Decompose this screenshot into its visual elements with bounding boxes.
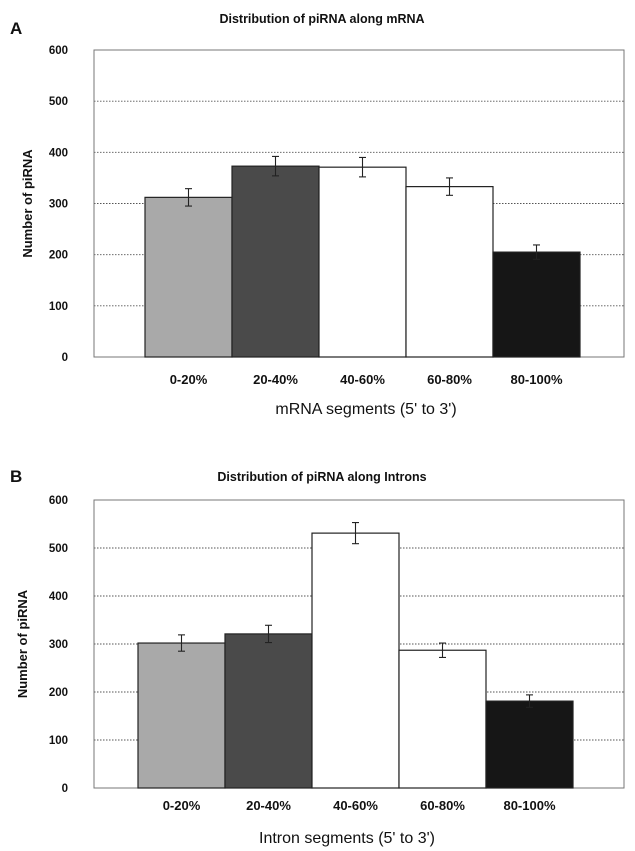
chart-panel-a: A Distribution of piRNA along mRNA 0 100 200… xyxy=(10,12,624,418)
y-tick-label: 200 xyxy=(49,687,68,699)
y-axis-label: Number of piRNA xyxy=(15,589,30,698)
y-tick-label: 200 xyxy=(49,250,68,262)
y-tick-label: 0 xyxy=(62,783,68,795)
y-tick-label: 400 xyxy=(49,147,68,159)
y-tick-label: 300 xyxy=(49,199,68,211)
bar xyxy=(399,650,486,788)
chart-title: Distribution of piRNA along mRNA xyxy=(219,12,424,26)
x-tick-label: 60-80% xyxy=(420,798,465,813)
y-tick-label: 400 xyxy=(49,591,68,603)
y-tick-label: 0 xyxy=(62,352,68,364)
y-tick-label: 300 xyxy=(49,639,68,651)
x-tick-label: 80-100% xyxy=(503,798,555,813)
x-tick-label: 20-40% xyxy=(253,372,298,387)
panel-letter: A xyxy=(10,19,22,38)
bar xyxy=(232,166,319,357)
x-tick-label: 60-80% xyxy=(427,372,472,387)
panel-letter: B xyxy=(10,467,22,486)
bar xyxy=(145,197,232,357)
x-tick-label: 0-20% xyxy=(170,372,208,387)
x-axis-label: mRNA segments (5' to 3') xyxy=(275,401,456,418)
bar xyxy=(312,533,399,788)
chart-panel-b: B Distribution of piRNA along Introns 0 100… xyxy=(10,467,624,847)
bar xyxy=(319,167,406,357)
y-tick-label: 100 xyxy=(49,735,68,747)
y-tick-label: 100 xyxy=(49,301,68,313)
bar xyxy=(486,701,573,788)
x-tick-label: 40-60% xyxy=(333,798,378,813)
x-tick-label: 40-60% xyxy=(340,372,385,387)
y-tick-label: 600 xyxy=(49,45,68,57)
x-axis-label: Intron segments (5' to 3') xyxy=(259,830,435,847)
y-tick-label: 500 xyxy=(49,543,68,555)
x-tick-label: 20-40% xyxy=(246,798,291,813)
y-tick-label: 500 xyxy=(49,96,68,108)
chart-title: Distribution of piRNA along Introns xyxy=(217,470,426,484)
bar xyxy=(406,187,493,357)
y-axis-label: Number of piRNA xyxy=(20,149,35,258)
bar xyxy=(493,252,580,357)
bar xyxy=(138,643,225,788)
bar xyxy=(225,634,312,788)
y-tick-label: 600 xyxy=(49,495,68,507)
x-tick-label: 80-100% xyxy=(510,372,562,387)
x-tick-label: 0-20% xyxy=(163,798,201,813)
